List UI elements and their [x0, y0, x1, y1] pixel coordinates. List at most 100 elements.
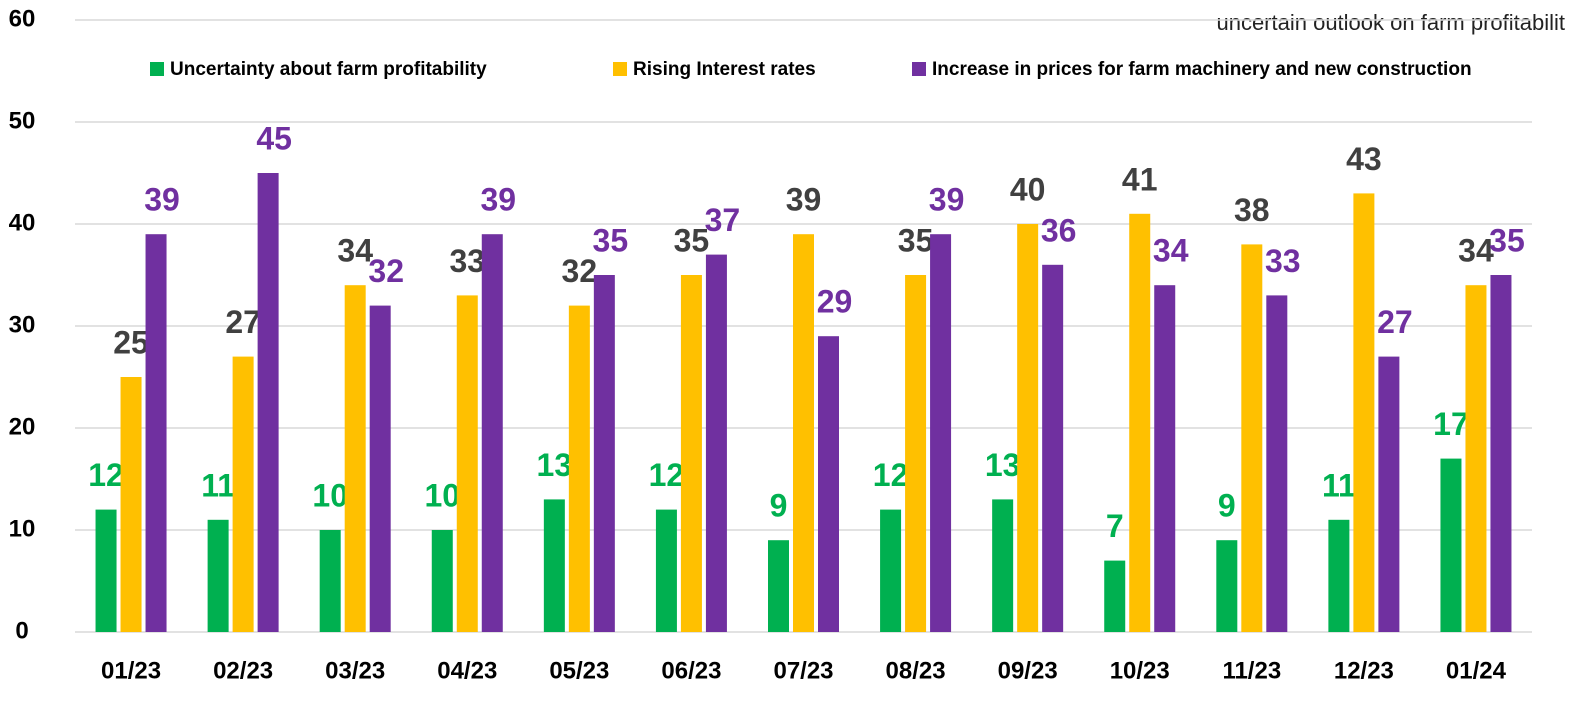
data-label: 7: [1106, 508, 1124, 544]
bar: [680, 275, 702, 632]
x-tick-label: 10/23: [1110, 657, 1170, 684]
data-label: 34: [337, 233, 373, 269]
data-label: 39: [480, 182, 516, 218]
data-label: 33: [1265, 243, 1301, 279]
bar: [1216, 540, 1238, 632]
bar: [1440, 458, 1462, 632]
y-tick-label: 0: [15, 617, 28, 644]
y-tick-label: 40: [9, 209, 36, 236]
legend-swatch: [150, 62, 164, 76]
data-label: 9: [770, 488, 788, 524]
data-label: 11: [1322, 467, 1356, 503]
bar: [793, 234, 814, 632]
data-label: 38: [1234, 192, 1270, 228]
y-tick-label: 50: [9, 107, 36, 134]
data-label: 37: [705, 202, 741, 238]
data-label: 10: [312, 477, 348, 513]
y-tick-label: 60: [9, 5, 36, 32]
x-tick-label: 01/24: [1446, 657, 1507, 684]
data-label: 32: [562, 253, 598, 289]
bar: [568, 305, 590, 632]
x-tick-label: 07/23: [773, 657, 833, 684]
bar: [1104, 560, 1126, 632]
data-label: 27: [225, 304, 261, 340]
x-tick-label: 04/23: [437, 657, 497, 684]
bar: [905, 275, 927, 632]
data-label: 9: [1218, 488, 1236, 524]
bar: [1490, 275, 1512, 632]
bar: [992, 499, 1014, 632]
bar: [543, 499, 565, 632]
y-tick-label: 30: [9, 311, 36, 338]
legend-label: Uncertainty about farm profitability: [170, 59, 487, 80]
data-label: 45: [256, 120, 292, 156]
bar: [930, 234, 952, 632]
bar: [232, 356, 254, 632]
bar: [1042, 264, 1064, 632]
data-label: 34: [1458, 233, 1494, 269]
data-label: 35: [593, 222, 629, 258]
x-tick-label: 02/23: [213, 657, 273, 684]
legend-label: Increase in prices for farm machinery an…: [932, 59, 1472, 80]
data-label: 34: [1153, 233, 1189, 269]
bar: [369, 305, 391, 632]
data-label: 25: [113, 324, 149, 360]
x-tick-label: 06/23: [661, 657, 721, 684]
bar: [1154, 285, 1176, 632]
data-label: 27: [1377, 304, 1413, 340]
bar: [1266, 295, 1288, 632]
bar: [880, 509, 902, 632]
bar: [257, 173, 279, 632]
data-label: 13: [537, 447, 573, 483]
legend-swatch: [912, 62, 926, 76]
data-label: 33: [449, 243, 485, 279]
data-label: 43: [1346, 141, 1382, 177]
bar: [768, 540, 789, 632]
y-tick-label: 10: [9, 515, 36, 542]
bar: [1353, 193, 1375, 632]
bar: [1465, 285, 1487, 632]
bar: [655, 509, 677, 632]
data-label: 39: [144, 182, 180, 218]
bar: [95, 509, 117, 632]
data-label: 39: [786, 182, 822, 218]
bar: [818, 336, 839, 632]
legend-label: Rising Interest rates: [633, 59, 816, 80]
data-label: 12: [88, 457, 124, 493]
y-tick-label: 20: [9, 413, 36, 440]
data-label: 36: [1041, 212, 1077, 248]
data-label: 11: [201, 467, 235, 503]
data-label: 10: [424, 477, 460, 513]
data-label: 35: [1489, 222, 1525, 258]
annotation: uncertain outlook on farm profitabilit: [1216, 10, 1565, 35]
bar: [344, 285, 366, 632]
bar: [207, 519, 229, 632]
data-label: 35: [674, 222, 710, 258]
bar: [705, 254, 727, 632]
x-tick-label: 12/23: [1334, 657, 1394, 684]
bar: [1378, 356, 1400, 632]
data-label: 41: [1122, 161, 1158, 197]
x-tick-label: 03/23: [325, 657, 385, 684]
bar: [319, 530, 341, 632]
bar: [1129, 213, 1151, 633]
data-label: 12: [873, 457, 909, 493]
data-label: 17: [1433, 406, 1469, 442]
bar: [481, 234, 503, 632]
data-label: 29: [817, 284, 853, 320]
x-tick-label: 05/23: [549, 657, 609, 684]
bar: [1328, 519, 1350, 632]
bar: [1241, 244, 1263, 632]
legend-swatch: [613, 62, 627, 76]
x-tick-label: 11/23: [1222, 657, 1281, 684]
x-tick-label: 08/23: [886, 657, 946, 684]
data-label: 35: [898, 222, 934, 258]
x-tick-label: 01/23: [101, 657, 161, 684]
bar: [593, 275, 615, 632]
bar: [120, 377, 142, 632]
bar: [1017, 224, 1039, 632]
data-label: 39: [929, 182, 965, 218]
data-label: 40: [1010, 171, 1046, 207]
bar: [431, 530, 453, 632]
